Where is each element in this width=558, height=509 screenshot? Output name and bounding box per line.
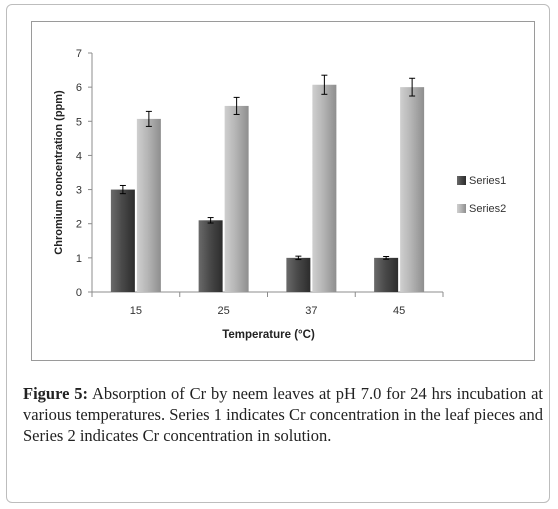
y-tick-label: 5 bbox=[76, 116, 82, 128]
caption-label: Figure 5: bbox=[23, 384, 89, 403]
bar-series1 bbox=[110, 189, 135, 292]
bar-series1 bbox=[374, 257, 399, 292]
legend-label: Series1 bbox=[469, 175, 506, 187]
y-tick-label: 6 bbox=[76, 82, 82, 94]
caption-text: Absorption of Cr by neem leaves at pH 7.… bbox=[23, 384, 544, 445]
x-axis-title: Temperature (°C) bbox=[222, 329, 315, 341]
y-tick-label: 4 bbox=[76, 150, 82, 162]
bar-series2 bbox=[224, 105, 249, 293]
legend-label: Series2 bbox=[469, 203, 506, 215]
bar-series1 bbox=[286, 257, 311, 292]
legend-swatch-series1 bbox=[457, 176, 466, 185]
bar-series2 bbox=[312, 84, 337, 292]
y-tick-label: 0 bbox=[76, 287, 82, 299]
x-tick-label: 37 bbox=[305, 305, 317, 317]
x-tick-label: 15 bbox=[130, 305, 142, 317]
bar-series1 bbox=[198, 220, 223, 292]
y-tick-label: 2 bbox=[76, 219, 82, 231]
bar-series2 bbox=[136, 118, 161, 292]
y-tick-label: 7 bbox=[76, 48, 82, 60]
x-tick-label: 25 bbox=[218, 305, 230, 317]
y-tick-label: 3 bbox=[76, 185, 82, 197]
x-tick-label: 45 bbox=[393, 305, 405, 317]
figure-caption: Figure 5: Absorption of Cr by neem leave… bbox=[23, 383, 543, 446]
chart-area: 0 1 2 3 4 5 6 7 15 25 37 45 Chromium concentration (… bbox=[31, 21, 535, 361]
legend-swatch-series2 bbox=[457, 204, 466, 213]
figure-frame: 0 1 2 3 4 5 6 7 15 25 37 45 Chromium concentration (… bbox=[6, 4, 550, 503]
bar-series2 bbox=[400, 87, 425, 293]
y-axis-title: Chromium concentration (ppm) bbox=[53, 90, 65, 255]
y-tick-label: 1 bbox=[76, 253, 82, 265]
